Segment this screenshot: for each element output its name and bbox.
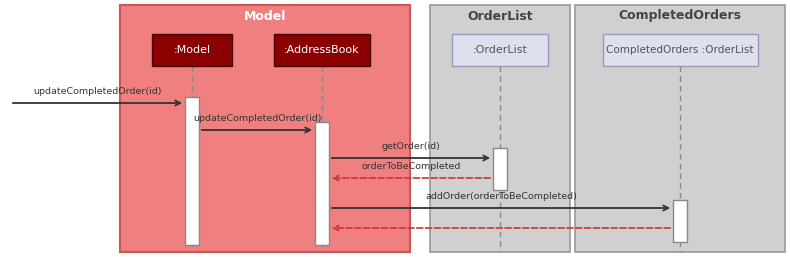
Text: :AddressBook: :AddressBook [284,45,359,55]
Text: CompletedOrders :OrderList: CompletedOrders :OrderList [606,45,754,55]
Text: :Model: :Model [174,45,211,55]
Bar [152,34,232,66]
Text: OrderList: OrderList [467,10,532,23]
Text: addOrder(orderToBeCompleted): addOrder(orderToBeCompleted) [425,192,577,201]
Text: CompletedOrders: CompletedOrders [619,10,742,23]
Text: :OrderList: :OrderList [472,45,528,55]
Bar [452,34,548,66]
Bar [120,5,410,252]
Text: updateCompletedOrder(id): updateCompletedOrder(id) [33,87,162,96]
Text: getOrder(id): getOrder(id) [382,142,441,151]
Text: Model: Model [244,10,286,23]
Bar [274,34,370,66]
Bar [575,5,785,252]
Bar [315,122,329,245]
Bar [603,34,758,66]
Bar [185,97,199,245]
Bar [493,148,507,190]
Bar [430,5,570,252]
Bar [673,200,687,242]
Text: orderToBeCompleted: orderToBeCompleted [361,162,461,171]
Text: updateCompletedOrder(id): updateCompletedOrder(id) [193,114,322,123]
